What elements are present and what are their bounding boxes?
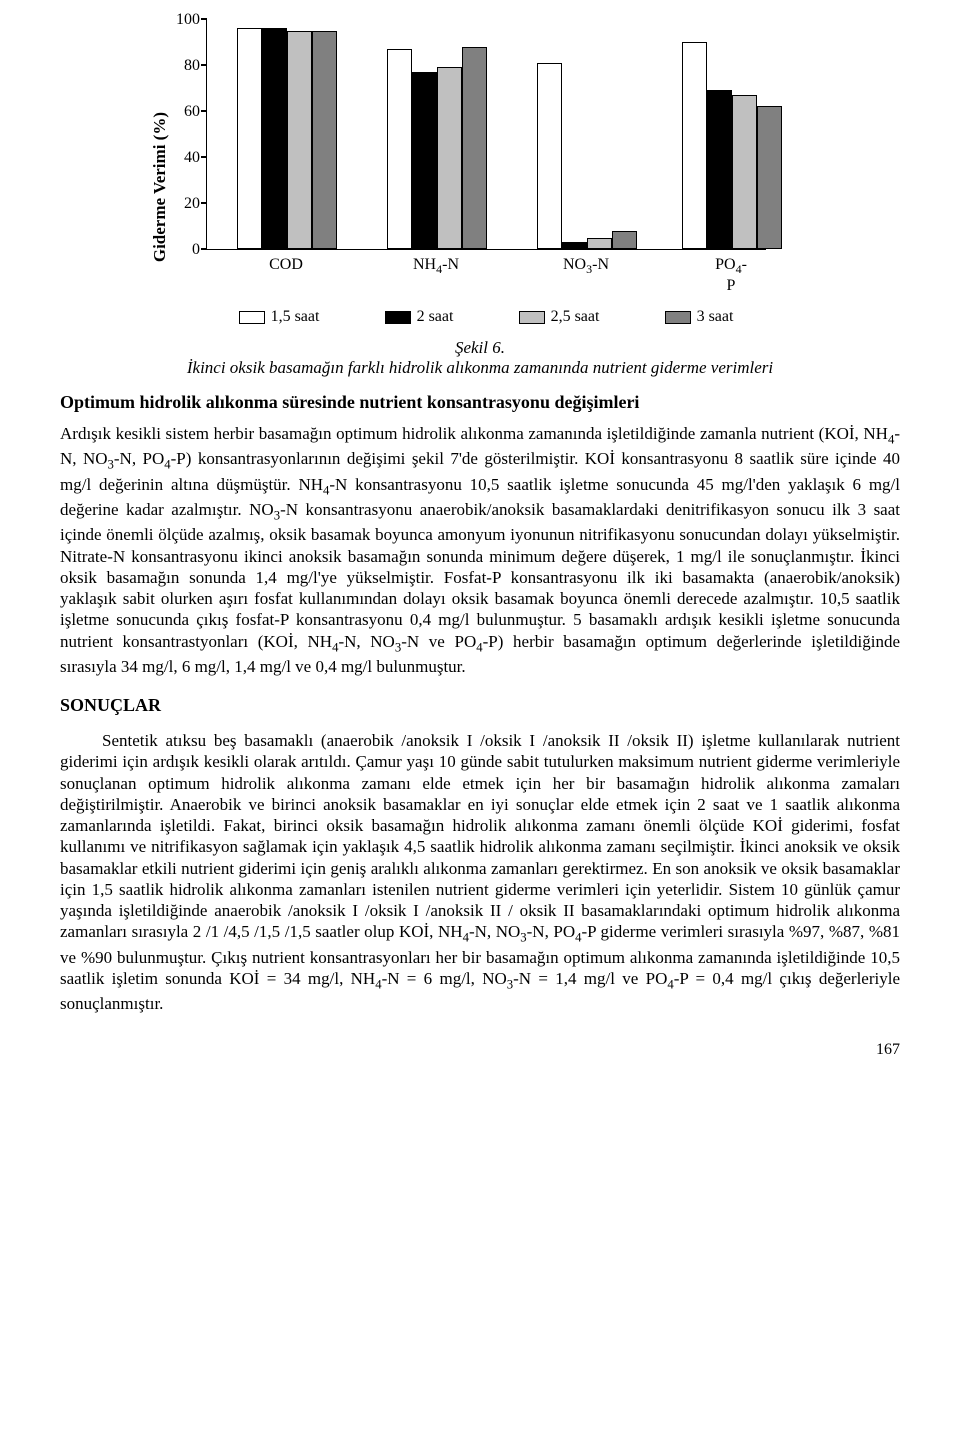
bar: [707, 90, 732, 249]
x-axis-label: NO3-N: [563, 256, 609, 277]
bar: [262, 28, 287, 249]
x-axis-label: COD: [269, 256, 303, 274]
bar-group: [237, 28, 337, 249]
y-axis: 100 80 60 40 20 0: [176, 20, 206, 250]
bar: [437, 67, 462, 249]
legend-label: 3 saat: [697, 308, 734, 326]
conclusions-heading: SONUÇLAR: [60, 695, 900, 716]
figure-number: Şekil 6.: [455, 338, 505, 357]
bar: [312, 31, 337, 250]
bar: [612, 231, 637, 249]
bar: [562, 242, 587, 249]
bar-group: [682, 42, 782, 249]
bar-chart: Giderme Verimi (%) 100 80 60 40 20 0 COD…: [150, 20, 900, 326]
bar: [287, 31, 312, 250]
x-axis: CODNH4-NNO3-NPO4-P: [206, 256, 766, 278]
bar: [587, 238, 612, 250]
legend-item: 1,5 saat: [239, 308, 320, 326]
page-number: 167: [60, 1041, 900, 1059]
bar: [732, 95, 757, 249]
plot-area: [206, 20, 766, 250]
bar: [462, 47, 487, 249]
body-paragraph: Ardışık kesikli sistem herbir basamağın …: [60, 423, 900, 677]
legend-label: 1,5 saat: [271, 308, 320, 326]
bar-group: [387, 47, 487, 249]
bar: [757, 106, 782, 249]
bar: [682, 42, 707, 249]
section-subheading: Optimum hidrolik alıkonma süresinde nutr…: [60, 392, 900, 413]
legend-swatch: [519, 311, 545, 324]
figure-caption: Şekil 6. İkinci oksik basamağın farklı h…: [60, 338, 900, 378]
legend-swatch: [665, 311, 691, 324]
legend-label: 2,5 saat: [551, 308, 600, 326]
y-axis-label: Giderme Verimi (%): [150, 84, 170, 262]
bar-group: [537, 63, 637, 249]
legend-item: 3 saat: [665, 308, 734, 326]
bar: [237, 28, 262, 249]
legend: 1,5 saat 2 saat 2,5 saat 3 saat: [206, 308, 766, 326]
x-axis-label: PO4-P: [714, 256, 749, 295]
figure-caption-text: İkinci oksik basamağın farklı hidrolik a…: [187, 358, 773, 377]
bar: [537, 63, 562, 249]
legend-swatch: [239, 311, 265, 324]
conclusions-paragraph: Sentetik atıksu beş basamaklı (anaerobik…: [60, 730, 900, 1014]
legend-item: 2 saat: [385, 308, 454, 326]
bar: [387, 49, 412, 249]
legend-swatch: [385, 311, 411, 324]
bar: [412, 72, 437, 249]
legend-item: 2,5 saat: [519, 308, 600, 326]
x-axis-label: NH4-N: [413, 256, 459, 277]
legend-label: 2 saat: [417, 308, 454, 326]
